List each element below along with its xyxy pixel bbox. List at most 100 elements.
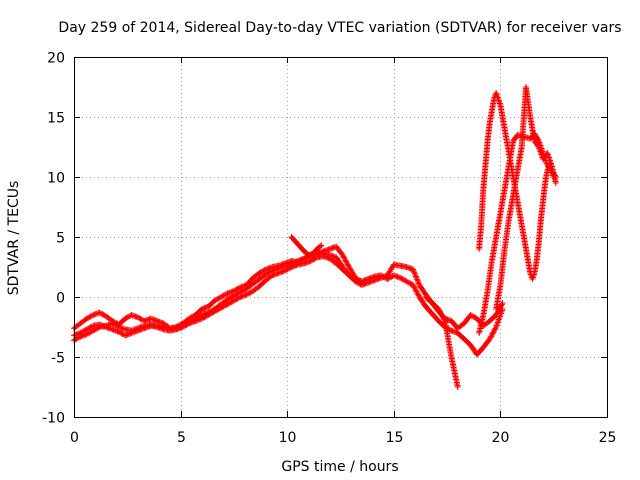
data-point-fill (87, 329, 94, 336)
data-point-fill (95, 324, 102, 331)
data-point (134, 314, 141, 321)
data-point-fill (492, 325, 499, 332)
data-point-fill (468, 312, 475, 319)
data-point (499, 300, 506, 306)
data-point-fill (546, 157, 553, 164)
data-point-fill (239, 287, 246, 294)
data-point-fill (220, 292, 227, 299)
data-point-fill (136, 315, 143, 322)
data-point-fill (86, 314, 93, 321)
data-point (192, 315, 199, 322)
data-point-fill (207, 308, 214, 315)
data-point-fill (496, 99, 503, 105)
data-point-fill (410, 267, 417, 274)
data-point-fill (267, 273, 274, 280)
data-point-fill (495, 97, 502, 104)
y-tick-label: 10 (47, 171, 65, 187)
data-point-fill (493, 310, 500, 317)
data-point (318, 242, 325, 249)
data-point-fill (398, 275, 405, 282)
data-point-fill (342, 257, 349, 264)
data-point-fill (414, 277, 421, 284)
data-point (262, 271, 269, 278)
data-point-fill (110, 321, 117, 328)
data-point (83, 315, 90, 322)
data-point-fill (340, 253, 347, 260)
data-point-fill (379, 273, 386, 280)
data-point-fill (212, 296, 219, 303)
data-point-fill (225, 295, 232, 302)
data-point-fill (111, 321, 118, 328)
data-point-fill (260, 267, 267, 274)
data-point (83, 331, 90, 338)
data-point (205, 309, 212, 316)
x-tick-label: 15 (386, 430, 404, 446)
data-point-fill (444, 325, 451, 332)
data-point-fill (257, 269, 264, 276)
data-point-fill (534, 142, 541, 149)
data-point (493, 312, 500, 318)
data-point-fill (497, 304, 504, 310)
data-point-fill (491, 328, 498, 334)
data-point-fill (197, 312, 204, 319)
y-tick-label: 5 (56, 231, 65, 247)
x-tick-label: 0 (70, 430, 79, 446)
x-tick-label: 5 (177, 430, 186, 446)
data-point-fill (72, 336, 79, 343)
data-point (409, 266, 416, 273)
data-point-fill (233, 291, 240, 298)
data-point-fill (381, 274, 388, 281)
data-point (90, 327, 97, 334)
data-point-fill (247, 289, 254, 296)
data-point-fill (114, 323, 121, 330)
chart-title: Day 259 of 2014, Sidereal Day-to-day VTE… (58, 20, 621, 36)
data-point-fill (343, 260, 350, 266)
data-point-fill (124, 314, 131, 321)
data-point-fill (234, 290, 241, 297)
data-point-fill (411, 270, 418, 277)
data-point-fill (445, 326, 452, 333)
data-point-fill (206, 308, 213, 315)
data-point (218, 294, 225, 300)
data-point (409, 282, 416, 288)
y-tick-label: 15 (47, 111, 65, 127)
data-point (122, 315, 129, 322)
data-point-fill (402, 277, 409, 284)
data-point-fill (182, 321, 189, 328)
data-point-fill (447, 326, 454, 333)
data-point-fill (259, 268, 266, 275)
data-point-fill (488, 332, 495, 338)
data-point-fill (246, 290, 253, 297)
data-point-fill (386, 274, 393, 281)
x-axis-label: GPS time / hours (281, 459, 398, 475)
data-point-fill (412, 273, 419, 280)
data-point-fill (91, 326, 98, 333)
data-point-fill (414, 290, 421, 296)
data-point-fill (97, 310, 104, 317)
data-point-fill (221, 291, 228, 298)
data-point (237, 289, 244, 296)
data-point-fill (498, 301, 505, 308)
data-point-fill (92, 326, 99, 333)
data-marks (71, 84, 559, 390)
data-point-fill (443, 324, 450, 331)
data-point-fill (399, 276, 406, 283)
data-point-fill (195, 314, 202, 321)
data-point-fill (214, 296, 221, 303)
data-point-fill (261, 267, 268, 274)
axes: 0 5 10 15 20 25 -10 -5 0 5 10 15 20 (42, 51, 616, 447)
data-point (529, 276, 536, 282)
data-point (378, 272, 385, 279)
data-point-fill (264, 270, 271, 277)
data-point-fill (189, 317, 196, 324)
data-point (243, 291, 250, 298)
data-point-fill (406, 279, 413, 286)
data-point-fill (137, 315, 144, 322)
data-point-fill (317, 243, 324, 250)
data-point-fill (341, 254, 348, 261)
data-point-fill (267, 268, 274, 275)
data-point (358, 279, 365, 286)
data-point-fill (119, 330, 126, 337)
data-point (96, 309, 103, 316)
